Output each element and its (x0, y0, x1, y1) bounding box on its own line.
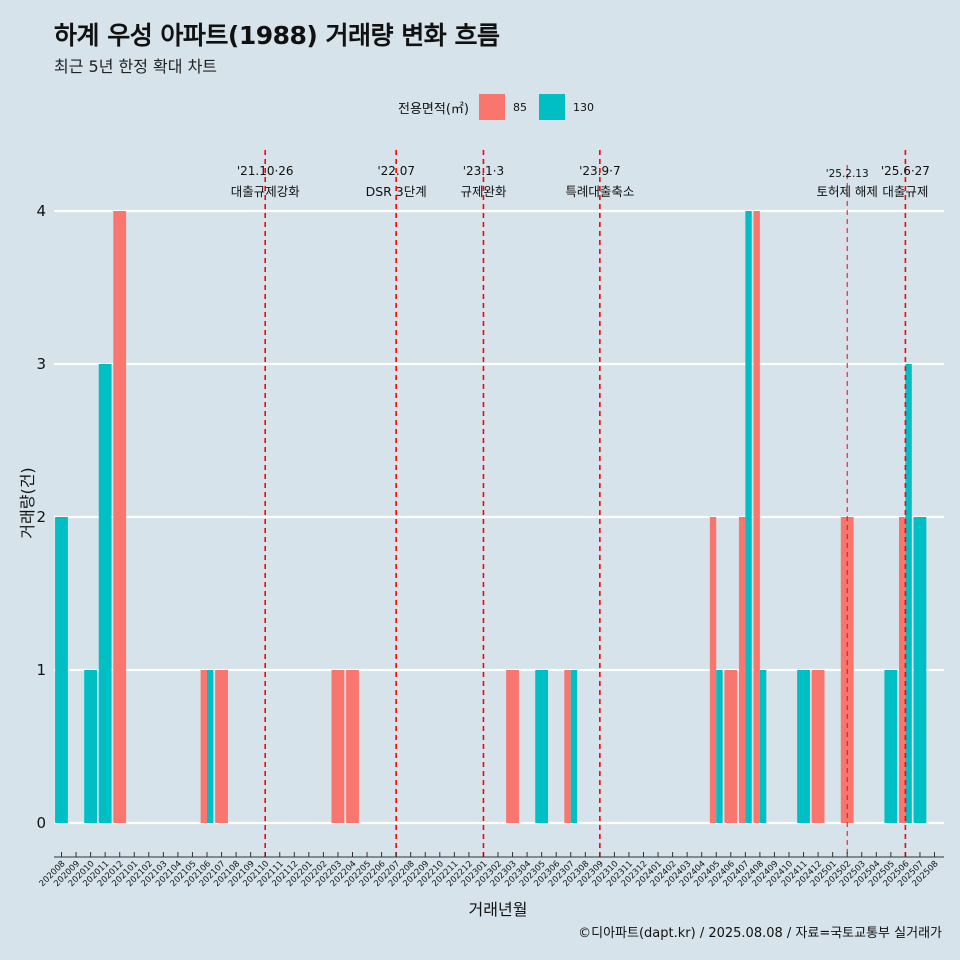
event-label-0: 대출규제강화 (231, 184, 301, 199)
bar-130-202507 (913, 517, 927, 823)
event-label-3: 특례대출축소 (565, 184, 634, 199)
bar-85-202506 (899, 517, 906, 823)
event-label-5: 대출규제 (882, 184, 928, 199)
y-tick-label: 0 (36, 814, 46, 832)
bar-130-202008 (55, 517, 68, 823)
event-date-5: '25.6·27 (881, 164, 930, 178)
y-tick-label: 1 (36, 661, 46, 679)
legend-label-130: 130 (572, 100, 594, 114)
bar-85-202107 (215, 670, 228, 823)
chart-caption: ©디아파트(dapt.kr) / 2025.08.08 / 자료=국토교통부 실… (578, 926, 942, 941)
bar-130-202011 (98, 364, 112, 823)
event-date-0: '21.10·26 (237, 164, 294, 178)
event-date-2: '23.1·3 (463, 164, 504, 178)
event-label-4: 토허제 해제 (816, 184, 877, 199)
bar-130-202411 (797, 670, 810, 823)
event-date-3: '23.9·7 (579, 164, 620, 178)
bar-85-202012 (113, 211, 127, 823)
bar-85-202204 (346, 670, 359, 823)
bar-85-202406 (724, 670, 738, 823)
legend-key-130 (538, 94, 565, 120)
event-label-2: 규제완화 (460, 184, 507, 199)
chart-subtitle: 최근 5년 한정 확대 차트 (54, 57, 218, 76)
bar-85-202408 (753, 211, 760, 823)
bar-85-202203 (331, 670, 345, 823)
x-axis-title: 거래년월 (469, 900, 528, 919)
bar-130-202505 (884, 670, 898, 823)
bar-85-202405 (709, 517, 717, 823)
legend-label-85: 85 (512, 100, 527, 114)
bar-85-202412 (811, 670, 825, 823)
event-date-1: '22.07 (377, 164, 415, 178)
bar-130-202405 (716, 670, 723, 823)
event-label-1: DSR 3단계 (366, 184, 427, 199)
y-axis-title: 거래량(건) (18, 467, 37, 538)
bar-130-202307 (570, 670, 578, 823)
y-tick-label: 3 (36, 355, 46, 373)
legend-title: 전용면적(㎡) (398, 101, 469, 117)
bar-130-202407 (745, 211, 752, 823)
bar-85-202407 (738, 517, 746, 823)
legend: 전용면적(㎡) 85 130 (398, 94, 606, 120)
legend-key-85 (478, 94, 505, 120)
bar-130-202408 (759, 670, 767, 823)
bar-85-202307 (564, 670, 571, 823)
bar-130-202305 (535, 670, 549, 823)
event-date-4: '25.2.13 (826, 168, 869, 180)
chart-title: 하계 우성 아파트(1988) 거래량 변화 흐름 (54, 21, 500, 50)
bar-85-202106 (200, 670, 207, 823)
bar-130-202010 (84, 670, 97, 823)
bar-85-202303 (506, 670, 519, 823)
y-tick-label: 4 (36, 202, 46, 220)
bar-130-202506 (905, 364, 912, 823)
bar-130-202106 (207, 670, 214, 823)
y-tick-label: 2 (36, 508, 46, 526)
